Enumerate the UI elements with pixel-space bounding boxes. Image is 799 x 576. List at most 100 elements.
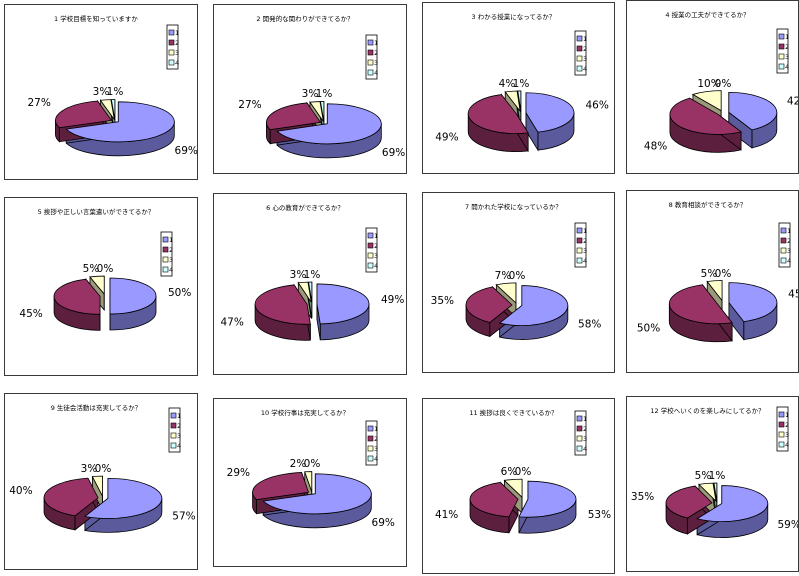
legend-label-2: 2 bbox=[177, 422, 181, 430]
legend-label-1: 1 bbox=[169, 236, 173, 244]
legend-swatch-3 bbox=[778, 53, 785, 60]
data-label-2: 27% bbox=[238, 99, 261, 111]
pie-top-faces bbox=[467, 90, 575, 134]
legend-swatch-3 bbox=[168, 49, 175, 56]
legend-label-1: 1 bbox=[175, 29, 179, 37]
legend-label-4: 4 bbox=[169, 266, 173, 274]
legend-label-4: 4 bbox=[583, 445, 587, 453]
pie-chart-svg: 9 生徒会活動は充実してるか？ 57% 40% 3%0% 1 2 3 4 bbox=[9, 403, 196, 533]
legend-label-4: 4 bbox=[583, 65, 587, 73]
data-label-4: 0% bbox=[509, 270, 526, 282]
pie-slice-4 bbox=[517, 90, 522, 111]
legend-swatch-4 bbox=[576, 257, 583, 264]
legend-swatch-3 bbox=[162, 256, 169, 263]
legend-label-2: 2 bbox=[785, 43, 789, 51]
legend-swatch-3 bbox=[576, 55, 583, 62]
pie-slice-1 bbox=[525, 92, 575, 133]
pie-top-faces bbox=[252, 471, 372, 515]
legend-label-3: 3 bbox=[785, 431, 789, 439]
legend-swatch-2 bbox=[780, 237, 787, 244]
data-label-4: 1% bbox=[513, 78, 530, 90]
legend-swatch-4 bbox=[778, 63, 785, 70]
data-label-2: 41% bbox=[435, 509, 458, 521]
pie-chart-svg: 11 挨拶は良くできているか？ 53% 41% 6%0% 1 2 3 4 bbox=[435, 408, 611, 534]
pie-chart-svg: 6 心の教育ができてるか？ 49% 47% 3%1% 1 2 3 4 bbox=[221, 203, 404, 341]
legend: 1 2 3 4 bbox=[160, 231, 173, 277]
legend: 1 2 3 4 bbox=[365, 420, 378, 466]
pie-slice-2 bbox=[465, 286, 513, 323]
legend-swatch-3 bbox=[367, 445, 374, 452]
pie-chart-panel-9: 9 生徒会活動は充実してるか？ 57% 40% 3% 0% 1 2 3 4 bbox=[4, 393, 198, 570]
legend-box bbox=[365, 227, 378, 273]
legend-label-2: 2 bbox=[374, 49, 378, 57]
pie-slice-3 bbox=[89, 275, 105, 296]
legend-label-4: 4 bbox=[374, 262, 378, 270]
pie-slice-4 bbox=[713, 482, 718, 502]
legend: 1 2 3 4 bbox=[574, 410, 587, 456]
legend-swatch-1 bbox=[576, 227, 583, 234]
pie-slice-3 bbox=[91, 475, 103, 497]
legend-label-1: 1 bbox=[785, 33, 789, 41]
legend-label-4: 4 bbox=[787, 257, 791, 265]
legend-swatch-2 bbox=[170, 422, 177, 429]
legend-label-2: 2 bbox=[583, 237, 587, 245]
legend-swatch-2 bbox=[168, 39, 175, 46]
legend-swatch-1 bbox=[576, 35, 583, 42]
pie-chart-svg: 10 学校行事は充実してるか？ 69% 29% 2%0% 1 2 3 4 bbox=[227, 408, 395, 529]
pie-slice-1 bbox=[65, 101, 175, 143]
legend-box bbox=[778, 222, 791, 268]
pie-chart-panel-3: 3 わかる授業になってるか？ 46% 49% 4% 1% 1 2 3 4 bbox=[422, 2, 615, 174]
data-label-3: 10% bbox=[697, 78, 720, 90]
pie-chart-panel-5: 5 挨拶や正しい言葉遣いができてるか？ 50% 45% 5% 0% 1 2 3 4 bbox=[4, 197, 198, 376]
legend-label-1: 1 bbox=[787, 227, 791, 235]
pie-slice-2 bbox=[669, 97, 742, 135]
legend-swatch-4 bbox=[778, 441, 785, 448]
legend-box bbox=[574, 30, 587, 76]
pie-top-faces bbox=[665, 482, 769, 522]
pie-slice-2 bbox=[467, 94, 529, 134]
legend-box bbox=[160, 231, 173, 277]
legend-label-2: 2 bbox=[583, 425, 587, 433]
chart-title: 5 挨拶や正しい言葉遣いができてるか？ bbox=[38, 207, 155, 216]
pie-top-faces bbox=[254, 281, 370, 325]
data-label-4: 0% bbox=[304, 458, 321, 470]
legend-swatch-4 bbox=[168, 59, 175, 66]
data-label-2: 45% bbox=[19, 308, 42, 320]
legend-swatch-1 bbox=[778, 33, 785, 40]
pie-slice-1 bbox=[728, 282, 778, 323]
legend-label-4: 4 bbox=[175, 59, 179, 67]
legend-swatch-1 bbox=[170, 412, 177, 419]
data-label-4: 1% bbox=[316, 88, 333, 100]
data-label-1: 46% bbox=[585, 100, 608, 112]
pie-slice-1 bbox=[316, 283, 370, 325]
pie-slice-3 bbox=[304, 471, 313, 492]
data-label-2: 35% bbox=[431, 295, 454, 307]
data-label-1: 57% bbox=[172, 510, 195, 522]
data-label-3: 3% bbox=[81, 463, 98, 475]
pie-chart-panel-12: 12 学校へいくのを楽しみにしてるか？ 59% 35% 5% 1% 1 2 3 4 bbox=[626, 396, 799, 572]
legend-label-1: 1 bbox=[177, 412, 181, 420]
pie-slice-1 bbox=[262, 473, 372, 515]
legend-label-2: 2 bbox=[374, 435, 378, 443]
legend-swatch-3 bbox=[778, 431, 785, 438]
data-label-1: 59% bbox=[777, 519, 799, 531]
legend-label-2: 2 bbox=[785, 421, 789, 429]
chart-title: 2 開発的な関わりができてるか？ bbox=[256, 14, 353, 23]
legend-box bbox=[776, 406, 789, 452]
chart-title: 10 学校行事は充実してるか？ bbox=[261, 408, 349, 417]
pie-slice-2 bbox=[665, 485, 713, 519]
pie-slice-2 bbox=[254, 284, 311, 325]
legend-swatch-2 bbox=[367, 435, 374, 442]
pie-chart-svg: 5 挨拶や正しい言葉遣いができてるか？ 50% 45% 5%0% 1 2 3 4 bbox=[19, 207, 191, 331]
pie-slice-3 bbox=[691, 90, 722, 112]
legend: 1 2 3 4 bbox=[574, 222, 587, 268]
data-label-1: 42% bbox=[787, 95, 799, 107]
legend-swatch-3 bbox=[367, 252, 374, 259]
pie-slice-3 bbox=[504, 90, 521, 113]
data-label-3: 3% bbox=[290, 269, 307, 281]
data-label-4: 0% bbox=[97, 263, 114, 275]
pie-chart-panel-8: 8 教育相談ができてるか？ 45 50% 5%0% 1 2 3 4 bbox=[626, 190, 799, 373]
pie-top-faces bbox=[53, 275, 157, 315]
pie-slice-4 bbox=[308, 281, 313, 303]
legend-box bbox=[168, 407, 181, 453]
